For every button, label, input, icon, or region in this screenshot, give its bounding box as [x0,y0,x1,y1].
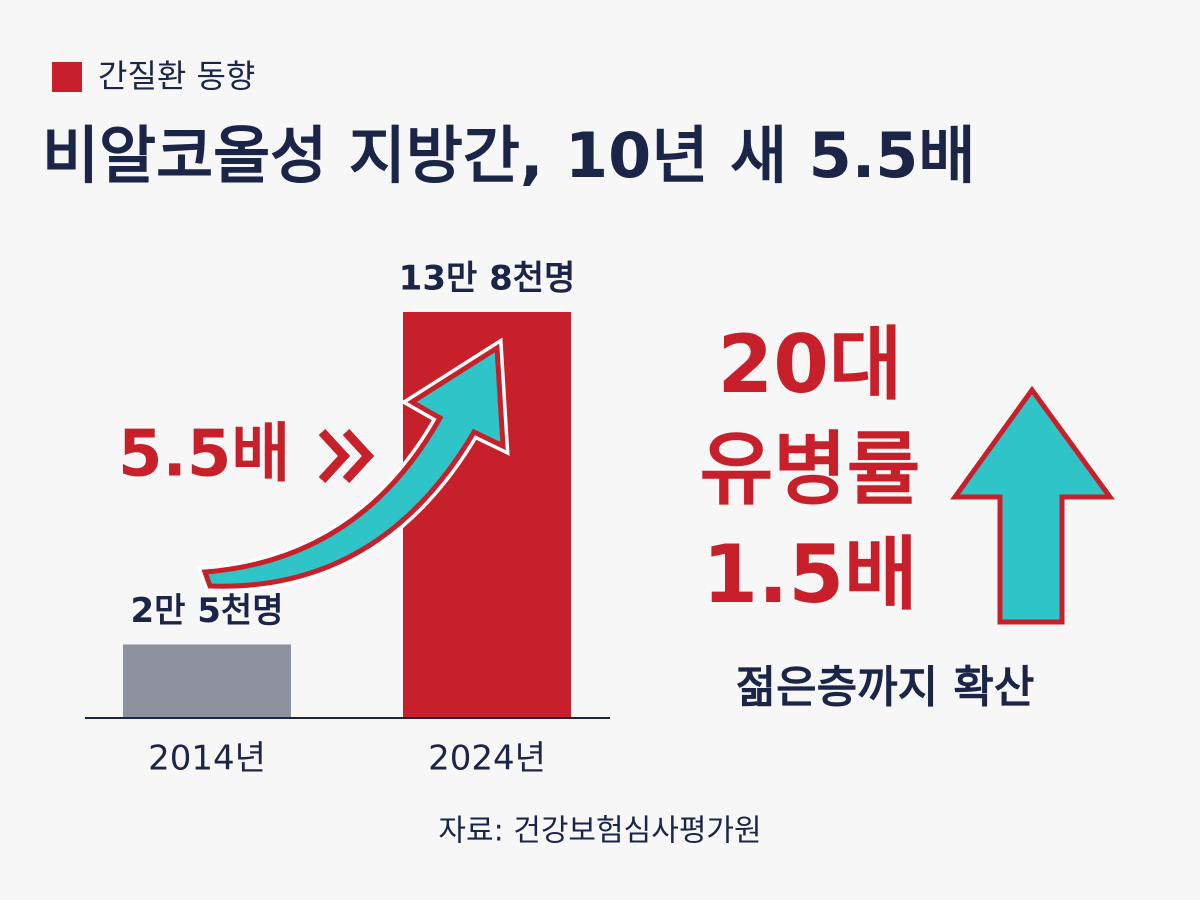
x-tick-label: 2024년 [428,739,546,779]
side-note-caption: 젊은층까지 확산 [736,662,1035,713]
side-note-line: 20대 [718,318,903,411]
value-label: 2만 5천명 [131,591,284,631]
side-note-line: 1.5배 [702,528,917,621]
growth-arrow [201,343,506,589]
x-tick-label: 2014년 [148,739,266,779]
up-arrow [950,385,1115,625]
chevron [318,428,351,484]
growth-annotation: 5.5배 [118,418,290,492]
label-marker [52,62,82,92]
chart-title: 비알코올성 지방간, 10년 새 5.5배 [42,119,975,192]
side-note-line: 유병률 [700,423,921,516]
source: 자료: 건강보험심사평가원 [438,814,761,849]
chart-label: 간질환 동향 [98,57,255,95]
bar [123,644,291,718]
value-label: 13만 8천명 [399,259,576,299]
chevron [342,428,375,484]
